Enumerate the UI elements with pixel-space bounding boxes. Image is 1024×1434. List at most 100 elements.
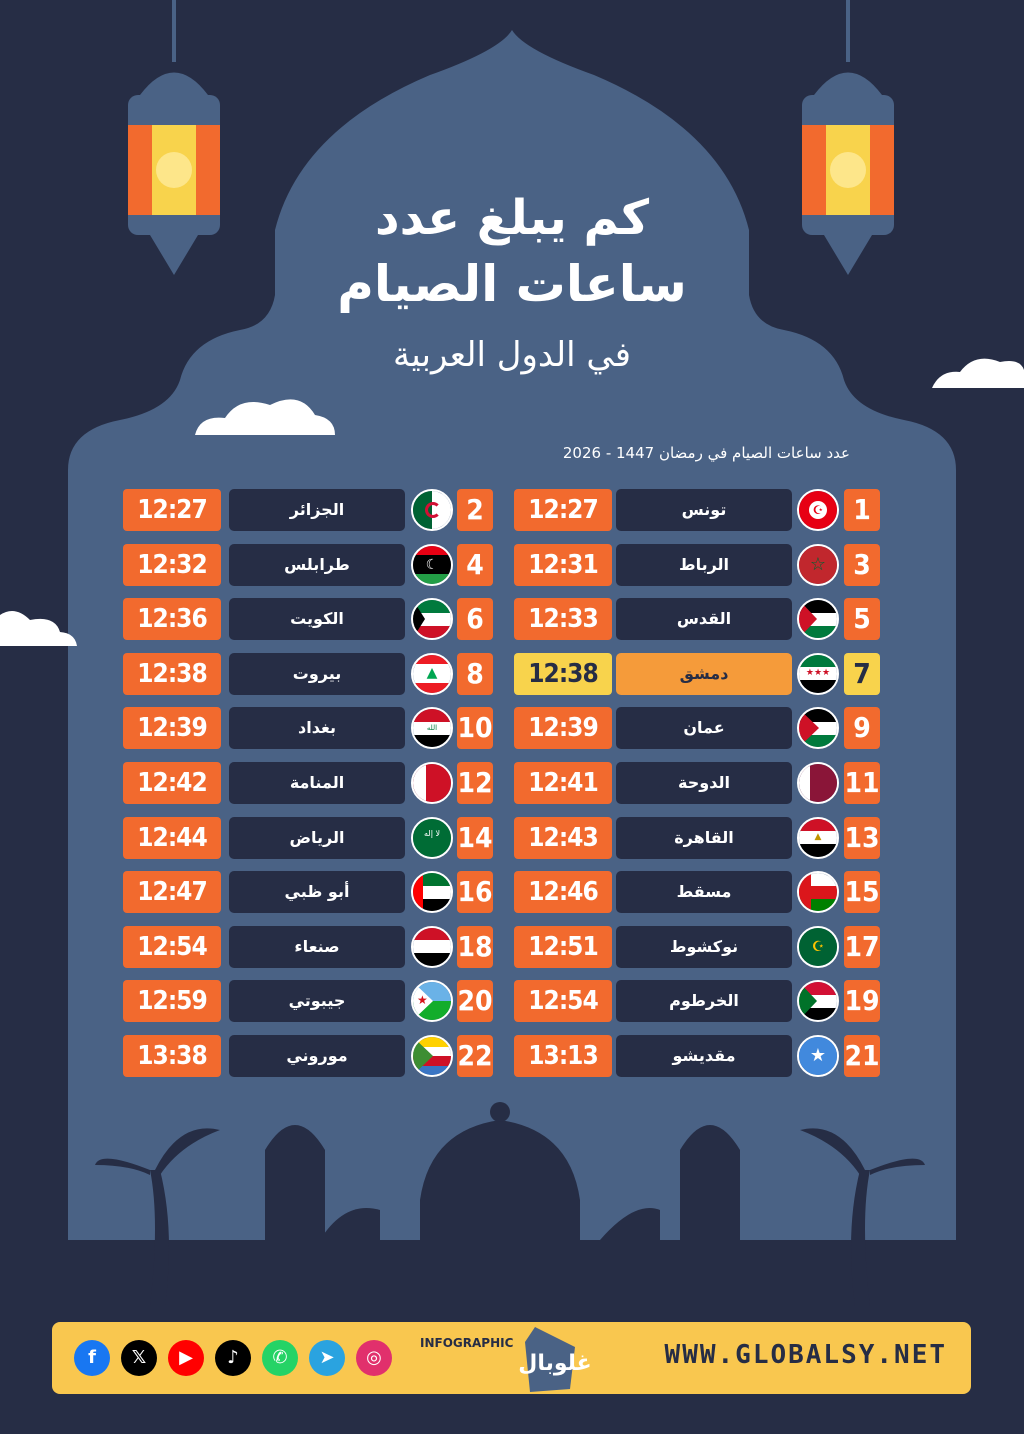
fasting-hours: 12:31 xyxy=(514,543,612,586)
brand-logo: غلوبال xyxy=(518,1327,592,1392)
city-name: الرياض xyxy=(229,816,405,859)
rank-number: 20 xyxy=(457,980,493,1023)
fasting-hours: 12:46 xyxy=(514,871,612,914)
bahrain-flag-icon xyxy=(411,762,453,804)
fasting-hours: 12:47 xyxy=(123,871,221,914)
comoros-flag-icon xyxy=(411,1035,453,1077)
rank-number: 15 xyxy=(844,871,880,914)
rank-number: 9 xyxy=(844,707,880,750)
rank-number: 1 xyxy=(844,489,880,531)
table-row: 13:13 مقديشو ★ 21 xyxy=(514,1035,884,1077)
city-name: الرباط xyxy=(616,543,792,586)
city-name: صنعاء xyxy=(229,925,405,968)
city-name: عمان xyxy=(616,707,792,750)
mosque-silhouette xyxy=(68,1102,956,1306)
clouds xyxy=(0,358,1024,646)
rank-number: 16 xyxy=(457,871,493,914)
table-row: 12:59 جيبوتي ★ 20 xyxy=(123,980,493,1023)
city-name: تونس xyxy=(616,489,792,531)
table-row: 12:32 طرابلس ☾ 4 xyxy=(123,543,493,586)
sudan-flag-icon xyxy=(797,980,839,1023)
table-row: 12:54 صنعاء 18 xyxy=(123,925,493,968)
table-row: 12:42 المنامة 12 xyxy=(123,762,493,804)
lebanon-flag-icon: ▲ xyxy=(411,652,453,695)
yemen-flag-icon xyxy=(411,925,453,968)
fasting-hours: 12:36 xyxy=(123,598,221,641)
fasting-hours: 12:44 xyxy=(123,816,221,859)
fasting-hours: 12:42 xyxy=(123,762,221,804)
city-name: الجزائر xyxy=(229,489,405,531)
mauritania-flag-icon: ☪ xyxy=(797,925,839,968)
rank-number: 5 xyxy=(844,598,880,641)
telegram-icon[interactable]: ➤ xyxy=(309,1340,345,1376)
rank-number: 3 xyxy=(844,543,880,586)
rank-number: 12 xyxy=(457,762,493,804)
rank-number: 14 xyxy=(457,816,493,859)
city-name: دمشق xyxy=(616,652,792,695)
footer-bar: f 𝕏 ▶ ♪ ✆ ➤ ◎ INFOGRAPHIC غلوبال WWW.GLO… xyxy=(52,1322,971,1394)
lantern-left-icon xyxy=(128,0,220,275)
rank-number: 8 xyxy=(457,652,493,695)
city-name: جيبوتي xyxy=(229,980,405,1023)
table-row: 13:38 موروني 22 xyxy=(123,1035,493,1077)
fasting-hours: 12:27 xyxy=(123,489,221,531)
rank-number: 2 xyxy=(457,489,493,531)
table-row: 12:43 القاهرة ▲ 13 xyxy=(514,816,884,859)
city-name: أبو ظبي xyxy=(229,871,405,914)
table-row: 12:46 مسقط 15 xyxy=(514,871,884,914)
fasting-hours: 12:54 xyxy=(514,980,612,1023)
fasting-hours: 12:51 xyxy=(514,925,612,968)
city-name: القدس xyxy=(616,598,792,641)
table-row: 12:47 أبو ظبي 16 xyxy=(123,871,493,914)
x-icon[interactable]: 𝕏 xyxy=(121,1340,157,1376)
egypt-flag-icon: ▲ xyxy=(797,816,839,859)
rank-number: 22 xyxy=(457,1035,493,1077)
city-name: طرابلس xyxy=(229,543,405,586)
rank-number: 11 xyxy=(844,762,880,804)
table-row: 12:27 الجزائر 2 xyxy=(123,489,493,531)
table-row: 12:51 نوكشوط ☪ 17 xyxy=(514,925,884,968)
table-row: 12:39 عمان 9 xyxy=(514,707,884,750)
rank-number: 13 xyxy=(844,816,880,859)
city-name: الدوحة xyxy=(616,762,792,804)
facebook-icon[interactable]: f xyxy=(74,1340,110,1376)
whatsapp-icon[interactable]: ✆ xyxy=(262,1340,298,1376)
subtitle: عدد ساعات الصيام في رمضان 1447 - 2026 xyxy=(562,444,850,462)
table-row: 12:33 القدس 5 xyxy=(514,598,884,641)
table-row: 12:44 الرياض لا إله 14 xyxy=(123,816,493,859)
fasting-hours: 13:38 xyxy=(123,1035,221,1077)
infographic-label: INFOGRAPHIC xyxy=(420,1336,514,1350)
fasting-hours: 12:38 xyxy=(514,652,612,695)
fasting-hours: 12:43 xyxy=(514,816,612,859)
tunisia-flag-icon: ☪ xyxy=(797,489,839,531)
page-title-line2: ساعات الصيام xyxy=(337,255,687,313)
rank-number: 7 xyxy=(844,652,880,695)
table-row: 12:27 تونس ☪ 1 xyxy=(514,489,884,531)
city-name: الخرطوم xyxy=(616,980,792,1023)
table-row: 12:39 بغداد الله 10 xyxy=(123,707,493,750)
rank-number: 19 xyxy=(844,980,880,1023)
instagram-icon[interactable]: ◎ xyxy=(356,1340,392,1376)
city-name: بيروت xyxy=(229,652,405,695)
uae-flag-icon xyxy=(411,871,453,914)
oman-flag-icon xyxy=(797,871,839,914)
lantern-right-icon xyxy=(802,0,894,275)
somalia-flag-icon: ★ xyxy=(797,1035,839,1077)
city-name: المنامة xyxy=(229,762,405,804)
city-name: القاهرة xyxy=(616,816,792,859)
djibouti-flag-icon: ★ xyxy=(411,980,453,1023)
jordan-flag-icon xyxy=(797,707,839,750)
youtube-icon[interactable]: ▶ xyxy=(168,1340,204,1376)
website-link[interactable]: WWW.GLOBALSY.NET xyxy=(664,1340,947,1370)
city-name: موروني xyxy=(229,1035,405,1077)
fasting-hours: 12:38 xyxy=(123,652,221,695)
city-name: مقديشو xyxy=(616,1035,792,1077)
rank-number: 6 xyxy=(457,598,493,641)
tiktok-icon[interactable]: ♪ xyxy=(215,1340,251,1376)
rank-number: 21 xyxy=(844,1035,880,1077)
rank-number: 4 xyxy=(457,543,493,586)
qatar-flag-icon xyxy=(797,762,839,804)
city-name: الكويت xyxy=(229,598,405,641)
fasting-hours: 12:59 xyxy=(123,980,221,1023)
fasting-hours: 12:39 xyxy=(123,707,221,750)
